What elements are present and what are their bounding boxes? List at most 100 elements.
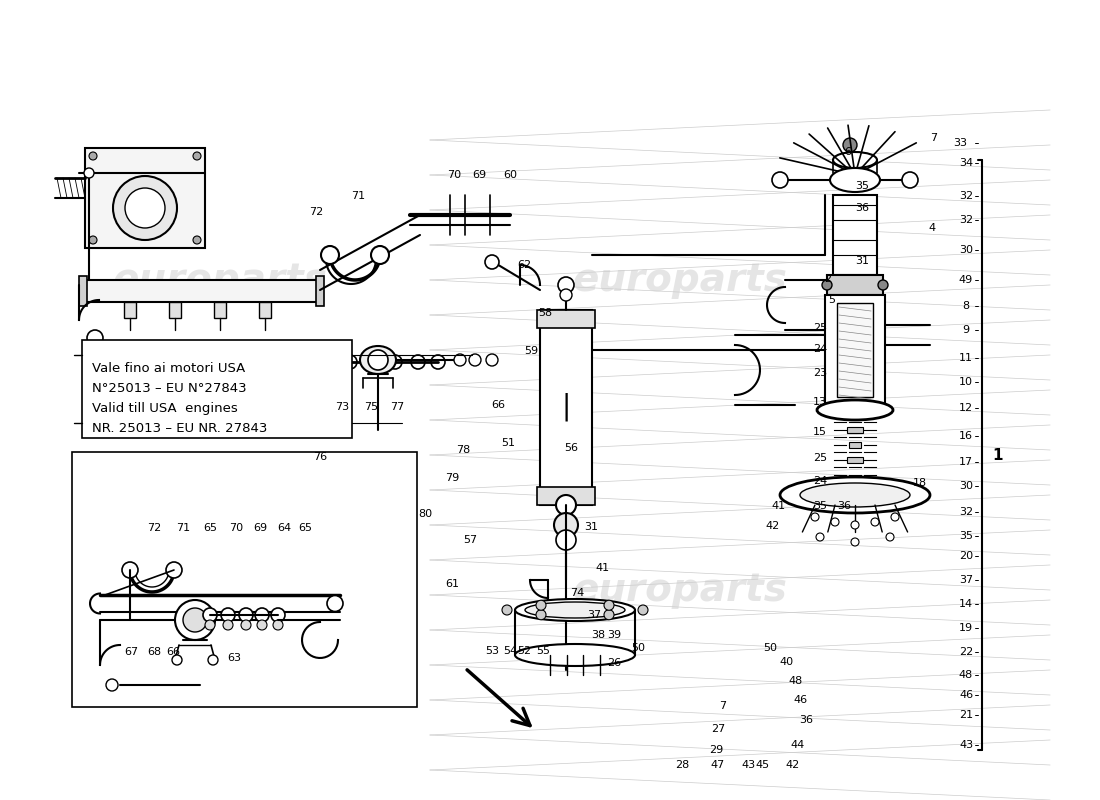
Circle shape bbox=[204, 608, 217, 622]
Text: 71: 71 bbox=[351, 191, 365, 201]
Text: 24: 24 bbox=[813, 476, 827, 486]
Text: 32: 32 bbox=[959, 215, 974, 225]
Circle shape bbox=[431, 355, 446, 369]
Bar bbox=[124, 302, 136, 318]
Text: 12: 12 bbox=[959, 403, 974, 413]
Text: 64: 64 bbox=[277, 523, 292, 533]
Text: 40: 40 bbox=[779, 657, 793, 667]
Text: 74: 74 bbox=[570, 588, 584, 598]
Text: 31: 31 bbox=[584, 522, 598, 532]
Text: 25: 25 bbox=[813, 453, 827, 463]
Bar bbox=[169, 302, 182, 318]
Text: 35: 35 bbox=[855, 181, 869, 191]
Circle shape bbox=[208, 655, 218, 665]
Text: 8: 8 bbox=[962, 301, 969, 311]
Circle shape bbox=[556, 530, 576, 550]
Text: 30: 30 bbox=[959, 245, 974, 255]
Text: 68: 68 bbox=[147, 647, 161, 657]
Text: 52: 52 bbox=[517, 646, 531, 656]
Circle shape bbox=[89, 152, 97, 160]
Circle shape bbox=[113, 176, 177, 240]
Circle shape bbox=[271, 608, 285, 622]
Text: 17: 17 bbox=[959, 457, 974, 467]
Bar bbox=[537, 487, 595, 505]
Text: 23: 23 bbox=[813, 368, 827, 378]
Text: 41: 41 bbox=[771, 501, 785, 511]
Circle shape bbox=[221, 608, 235, 622]
Text: 41: 41 bbox=[595, 563, 609, 573]
Text: 9: 9 bbox=[962, 325, 969, 335]
Text: 67: 67 bbox=[124, 647, 139, 657]
Text: 66: 66 bbox=[491, 400, 505, 410]
Bar bbox=[85, 280, 320, 302]
Text: 42: 42 bbox=[766, 521, 780, 531]
Bar bbox=[827, 275, 883, 295]
Ellipse shape bbox=[830, 168, 880, 192]
Text: 20: 20 bbox=[959, 551, 974, 561]
Text: 4: 4 bbox=[928, 223, 936, 233]
Bar bbox=[537, 310, 595, 328]
Text: 66: 66 bbox=[166, 647, 180, 657]
Circle shape bbox=[502, 605, 512, 615]
Text: 7: 7 bbox=[719, 701, 727, 711]
Circle shape bbox=[84, 168, 94, 178]
Circle shape bbox=[891, 513, 899, 521]
Text: 28: 28 bbox=[675, 760, 689, 770]
Circle shape bbox=[87, 330, 103, 346]
Text: 65: 65 bbox=[298, 523, 312, 533]
Text: 56: 56 bbox=[564, 443, 578, 453]
Circle shape bbox=[273, 620, 283, 630]
Text: 48: 48 bbox=[959, 670, 974, 680]
Text: 30: 30 bbox=[959, 481, 974, 491]
Bar bbox=[316, 276, 324, 306]
Circle shape bbox=[559, 513, 573, 527]
Text: 16: 16 bbox=[959, 431, 974, 441]
Text: 46: 46 bbox=[793, 695, 807, 705]
Text: 49: 49 bbox=[959, 275, 974, 285]
Text: 48: 48 bbox=[789, 676, 803, 686]
Text: 45: 45 bbox=[755, 760, 769, 770]
Text: 65: 65 bbox=[204, 523, 217, 533]
Circle shape bbox=[638, 605, 648, 615]
Text: 50: 50 bbox=[763, 643, 777, 653]
Text: 58: 58 bbox=[538, 308, 552, 318]
Circle shape bbox=[175, 600, 214, 640]
Text: 32: 32 bbox=[959, 191, 974, 201]
Text: europarts: europarts bbox=[573, 571, 788, 609]
Circle shape bbox=[822, 280, 832, 290]
Circle shape bbox=[558, 277, 574, 293]
Text: 61: 61 bbox=[446, 579, 459, 589]
Circle shape bbox=[192, 152, 201, 160]
Text: 25: 25 bbox=[813, 323, 827, 333]
Text: 1: 1 bbox=[992, 447, 1002, 462]
Text: 46: 46 bbox=[959, 690, 974, 700]
Text: 7: 7 bbox=[931, 133, 937, 143]
Text: europarts: europarts bbox=[112, 571, 328, 609]
Circle shape bbox=[371, 246, 389, 264]
Text: 62: 62 bbox=[517, 260, 531, 270]
Text: 22: 22 bbox=[959, 647, 974, 657]
Text: 11: 11 bbox=[959, 353, 974, 363]
Circle shape bbox=[366, 355, 379, 369]
Text: 36: 36 bbox=[855, 203, 869, 213]
Bar bbox=[79, 276, 87, 306]
Text: 44: 44 bbox=[791, 740, 805, 750]
Bar bbox=[847, 427, 864, 433]
Circle shape bbox=[192, 236, 201, 244]
Circle shape bbox=[886, 533, 894, 541]
Ellipse shape bbox=[800, 483, 910, 507]
Text: 76: 76 bbox=[312, 452, 327, 462]
Ellipse shape bbox=[525, 602, 625, 618]
Circle shape bbox=[554, 513, 578, 537]
Text: Vale fino ai motori USA: Vale fino ai motori USA bbox=[92, 362, 245, 375]
Circle shape bbox=[89, 236, 97, 244]
Circle shape bbox=[536, 610, 546, 620]
Text: 78: 78 bbox=[455, 445, 470, 455]
Text: 39: 39 bbox=[607, 630, 621, 640]
Circle shape bbox=[811, 513, 819, 521]
Bar bbox=[849, 442, 861, 448]
Circle shape bbox=[183, 608, 207, 632]
Text: 15: 15 bbox=[813, 427, 827, 437]
Text: 43: 43 bbox=[741, 760, 755, 770]
Ellipse shape bbox=[515, 644, 635, 666]
